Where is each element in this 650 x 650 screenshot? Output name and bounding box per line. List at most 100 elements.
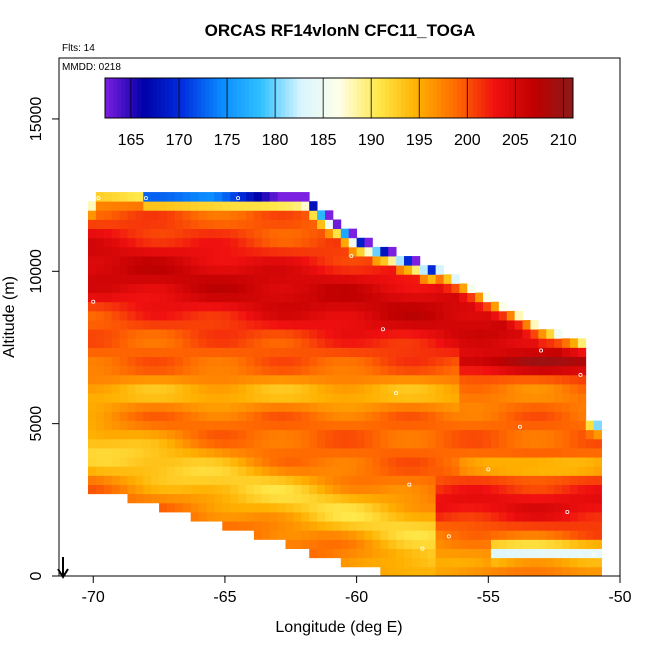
heatmap-cell: [277, 493, 286, 504]
colorbar-swatch: [525, 78, 530, 118]
heatmap-cell: [459, 438, 468, 449]
heatmap-cell: [143, 265, 152, 275]
heatmap-cell: [261, 237, 271, 248]
heatmap-cell: [332, 301, 342, 312]
heatmap-cell: [222, 457, 231, 467]
heatmap-cell: [301, 228, 310, 239]
heatmap-cell: [103, 484, 113, 495]
heatmap-cell: [285, 420, 294, 431]
heatmap-cell: [269, 310, 278, 321]
heatmap-cell: [246, 512, 255, 522]
heatmap-cell: [562, 530, 571, 540]
heatmap-cell: [127, 393, 136, 403]
heatmap-cell: [206, 292, 215, 303]
heatmap-cell: [404, 292, 413, 303]
heatmap-cell: [538, 402, 547, 412]
heatmap-cell: [190, 475, 199, 485]
track-point: [380, 327, 385, 332]
heatmap-cell: [174, 256, 184, 266]
heatmap-cell: [388, 411, 397, 421]
heatmap-cell: [103, 356, 113, 367]
heatmap-cell: [246, 420, 255, 431]
heatmap-cell: [238, 493, 247, 504]
heatmap-cell: [356, 420, 365, 431]
heatmap-cell: [285, 466, 294, 476]
heatmap-cell: [348, 310, 358, 321]
heatmap-cell: [317, 512, 326, 522]
heatmap-cell: [325, 384, 334, 394]
heatmap-cell: [467, 292, 476, 303]
heatmap-cell: [467, 557, 476, 568]
heatmap-cell: [238, 228, 247, 239]
heatmap-cell: [285, 502, 294, 513]
heatmap-cell: [490, 493, 500, 504]
heatmap-cell: [577, 448, 587, 458]
heatmap-cell: [554, 475, 563, 485]
heatmap-cell: [340, 310, 350, 321]
colorbar-swatch: [305, 78, 310, 118]
heatmap-cell: [269, 393, 278, 403]
heatmap-cell: [190, 283, 199, 294]
heatmap-cell: [593, 502, 602, 513]
heatmap-cell: [95, 420, 105, 431]
heatmap-cell: [214, 274, 223, 284]
colorbar-swatch: [533, 78, 538, 118]
heatmap-cell: [498, 356, 508, 367]
heatmap-cell: [348, 292, 358, 303]
heatmap-cell: [396, 356, 405, 367]
heatmap-cell: [206, 310, 215, 321]
heatmap-cell: [325, 347, 334, 358]
heatmap-cell: [127, 292, 136, 303]
heatmap-cell: [451, 475, 460, 485]
heatmap-cell: [340, 438, 350, 449]
heatmap-cell: [285, 530, 294, 540]
heatmap-cell: [127, 493, 136, 504]
heatmap-cell: [451, 338, 460, 348]
heatmap-cell: [340, 512, 350, 522]
heatmap-cell: [483, 566, 492, 577]
heatmap-cell: [309, 356, 318, 367]
heatmap-cell: [269, 521, 278, 531]
heatmap-cell: [190, 338, 199, 348]
heatmap-cell: [230, 329, 239, 339]
heatmap-cell: [364, 274, 373, 284]
heatmap-cell: [554, 457, 563, 467]
heatmap-cell: [261, 493, 271, 504]
heatmap-cell: [238, 283, 247, 294]
heatmap-cell: [222, 466, 231, 476]
heatmap-cell: [127, 237, 136, 248]
heatmap-cell: [127, 402, 136, 412]
heatmap-cell: [166, 356, 176, 367]
heatmap-cell: [135, 457, 144, 467]
heatmap-cell: [325, 320, 334, 330]
colorbar-swatch: [313, 78, 318, 118]
heatmap-cell: [483, 365, 492, 376]
heatmap-cell: [246, 256, 255, 266]
heatmap-cell: [364, 365, 373, 376]
heatmap-cell: [435, 566, 444, 577]
heatmap-cell: [269, 374, 278, 385]
heatmap-cell: [475, 502, 484, 513]
heatmap-cell: [396, 539, 405, 549]
heatmap-cell: [380, 329, 389, 339]
heatmap-cell: [340, 475, 350, 485]
heatmap-cell: [546, 356, 555, 367]
heatmap-cell: [214, 457, 223, 467]
heatmap-cell: [396, 374, 405, 385]
heatmap-cell: [459, 411, 468, 421]
heatmap-cell: [388, 365, 397, 376]
y-tick-label: 5000: [28, 406, 45, 442]
heatmap-cell: [95, 329, 105, 339]
heatmap-cell: [435, 338, 444, 348]
heatmap-cell: [577, 557, 587, 568]
heatmap-cell: [111, 374, 120, 385]
heatmap-cell: [95, 265, 105, 275]
heatmap-cell: [388, 292, 397, 303]
heatmap-cell: [443, 411, 452, 421]
heatmap-cell: [269, 384, 278, 394]
heatmap-cell: [159, 411, 168, 421]
heatmap-cell: [554, 466, 563, 476]
heatmap-cell: [490, 557, 500, 568]
heatmap-cell: [459, 420, 468, 431]
heatmap-cell: [317, 411, 326, 421]
